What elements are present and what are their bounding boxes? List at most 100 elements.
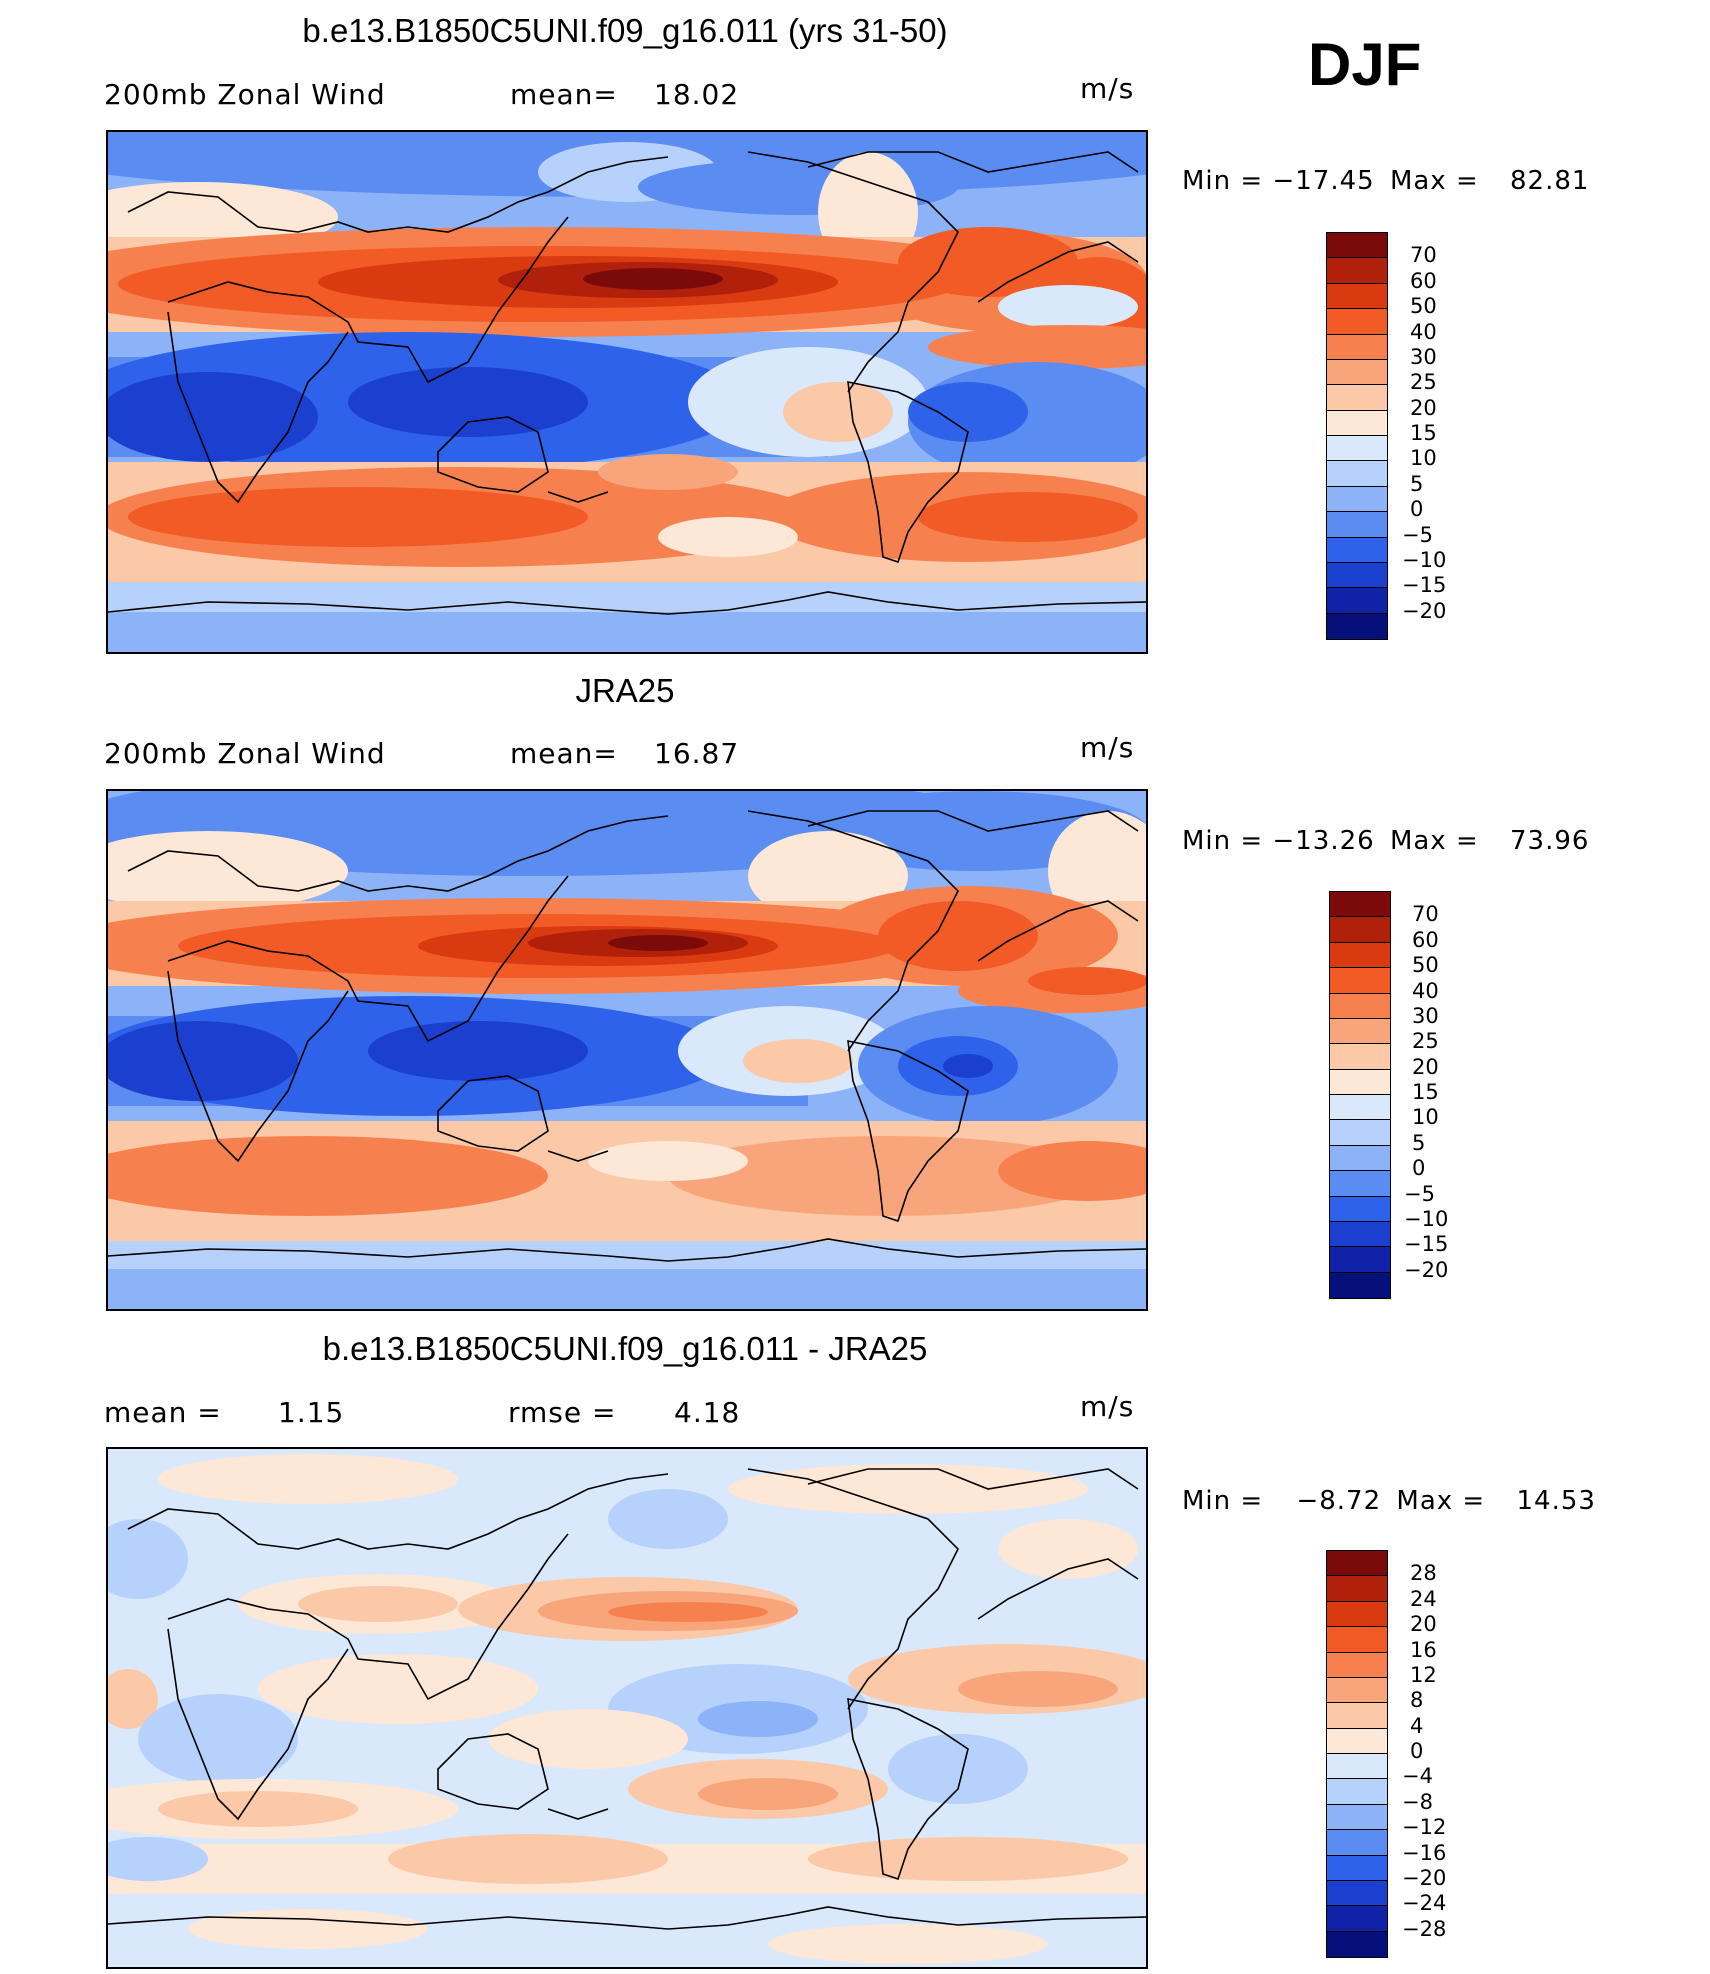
colorbar-level-label: −20: [1404, 1257, 1449, 1282]
colorbar-swatch: [1327, 1906, 1387, 1932]
panel2-colorbar: [1329, 891, 1391, 1299]
colorbar-swatch: [1330, 1196, 1390, 1222]
colorbar-swatch: [1327, 1804, 1387, 1831]
panel3-mean-label: mean =: [104, 1396, 222, 1429]
colorbar-swatch: [1327, 334, 1387, 360]
panel2-contours: [108, 791, 1146, 1309]
panel3-min-label: Min =: [1182, 1486, 1264, 1516]
panel1-contours: [108, 132, 1146, 652]
panel1-title: b.e13.B1850C5UNI.f09_g16.011 (yrs 31-50): [302, 12, 948, 49]
colorbar-level-label: −16: [1402, 1840, 1447, 1865]
colorbar-level-label: 0: [1410, 1739, 1424, 1763]
colorbar-swatch: [1327, 613, 1387, 639]
panel1-coastlines: [108, 151, 1146, 615]
colorbar-level-label: 50: [1410, 294, 1437, 319]
panel1-minmax: Min = −17.45 Max = 82.81: [1182, 166, 1589, 196]
colorbar-swatch: [1330, 1044, 1390, 1070]
panel2-max-value: 73.96: [1510, 826, 1590, 856]
panel1-map: [106, 130, 1148, 654]
colorbar-swatch: [1327, 562, 1387, 589]
colorbar-swatch: [1327, 1931, 1387, 1957]
colorbar-level-label: 20: [1412, 1054, 1439, 1079]
colorbar-level-label: 10: [1410, 446, 1437, 471]
colorbar-level-label: 5: [1410, 471, 1424, 496]
colorbar-level-label: −15: [1404, 1232, 1449, 1257]
panel3-colorbar-labels: 28 24 20 16 12 8 4 0 −4 −8 −12 −16 −20 −24 −28: [1402, 1550, 1482, 1956]
colorbar-level-label: 30: [1412, 1003, 1439, 1028]
colorbar-swatch: [1327, 410, 1387, 436]
colorbar-swatch: [1327, 537, 1387, 563]
panel3-max-value: 14.53: [1516, 1486, 1596, 1516]
panel1-colorbar: [1326, 232, 1388, 640]
panel2-minmax: Min = −13.26 Max = 73.96: [1182, 826, 1589, 856]
colorbar-swatch: [1330, 942, 1390, 969]
colorbar-level-label: 70: [1412, 902, 1439, 927]
panel3-minmax: Min = −8.72 Max = 14.53: [1182, 1486, 1596, 1516]
colorbar-swatch: [1327, 258, 1387, 284]
colorbar-level-label: 60: [1410, 268, 1437, 293]
colorbar-swatch: [1327, 1754, 1387, 1780]
colorbar-level-label: 20: [1410, 1612, 1437, 1637]
colorbar-level-label: 70: [1410, 243, 1437, 268]
panel1-min-label: Min =: [1182, 166, 1264, 196]
colorbar-swatch: [1330, 1095, 1390, 1121]
colorbar-level-label: −8: [1402, 1789, 1433, 1814]
colorbar-swatch: [1330, 993, 1390, 1019]
colorbar-level-label: 50: [1412, 953, 1439, 978]
colorbar-swatch: [1330, 1247, 1390, 1273]
colorbar-level-label: 30: [1410, 344, 1437, 369]
colorbar-swatch: [1327, 309, 1387, 335]
colorbar-swatch: [1327, 461, 1387, 487]
panel2-units: m/s: [1080, 731, 1135, 764]
colorbar-swatch: [1327, 436, 1387, 462]
colorbar-level-label: −5: [1404, 1181, 1435, 1206]
colorbar-swatch: [1327, 1576, 1387, 1602]
colorbar-level-label: 16: [1410, 1637, 1437, 1662]
colorbar-level-label: 4: [1410, 1713, 1424, 1738]
colorbar-level-label: −24: [1402, 1891, 1447, 1916]
colorbar-level-label: −28: [1402, 1916, 1447, 1941]
panel1-variable: 200mb Zonal Wind: [104, 78, 386, 111]
colorbar-level-label: 8: [1410, 1688, 1424, 1713]
panel3-max-label: Max =: [1396, 1486, 1486, 1516]
colorbar-swatch: [1327, 588, 1387, 614]
colorbar-swatch: [1327, 512, 1387, 538]
panel2-map: [106, 789, 1148, 1311]
panel2-max-label: Max =: [1389, 826, 1479, 856]
colorbar-swatch: [1327, 1627, 1387, 1653]
panel3-title: b.e13.B1850C5UNI.f09_g16.011 - JRA25: [322, 1330, 928, 1367]
panel3-map: [106, 1447, 1148, 1969]
colorbar-swatch: [1330, 917, 1390, 943]
colorbar-level-label: −20: [1402, 1865, 1447, 1890]
colorbar-level-label: −5: [1402, 522, 1433, 547]
panel2-map-svg: [108, 791, 1146, 1309]
panel2-mean-value: 16.87: [654, 737, 740, 770]
panel1-min-value: −17.45: [1272, 166, 1375, 196]
colorbar-swatch: [1327, 283, 1387, 310]
panel1-units: m/s: [1080, 72, 1135, 105]
colorbar-swatch: [1327, 1880, 1387, 1907]
panel2-coastlines: [108, 810, 1146, 1262]
colorbar-level-label: −12: [1402, 1815, 1447, 1840]
colorbar-swatch: [1327, 1601, 1387, 1628]
panel1-colorbar-labels: 70 60 50 40 30 25 20 15 10 5 0 −5 −10 −15 −20: [1402, 232, 1482, 638]
colorbar-level-label: 25: [1412, 1029, 1439, 1054]
panel3-coastlines: [108, 1468, 1146, 1930]
panel1-max-value: 82.81: [1510, 166, 1590, 196]
colorbar-swatch: [1330, 1221, 1390, 1248]
colorbar-level-label: −20: [1402, 598, 1447, 623]
colorbar-swatch: [1327, 1855, 1387, 1881]
colorbar-level-label: 25: [1410, 370, 1437, 395]
panel3-contours: [108, 1454, 1146, 1967]
colorbar-level-label: −15: [1402, 573, 1447, 598]
colorbar-swatch: [1330, 1145, 1390, 1172]
panel3-min-value: −8.72: [1296, 1486, 1382, 1516]
colorbar-level-label: −10: [1402, 547, 1447, 572]
colorbar-level-label: 5: [1412, 1130, 1426, 1155]
colorbar-swatch: [1327, 233, 1387, 259]
colorbar-swatch: [1330, 1272, 1390, 1298]
colorbar-level-label: 24: [1410, 1586, 1437, 1611]
panel1-map-svg: [108, 132, 1146, 652]
colorbar-level-label: −4: [1402, 1764, 1433, 1789]
season-label: DJF: [1308, 31, 1422, 98]
